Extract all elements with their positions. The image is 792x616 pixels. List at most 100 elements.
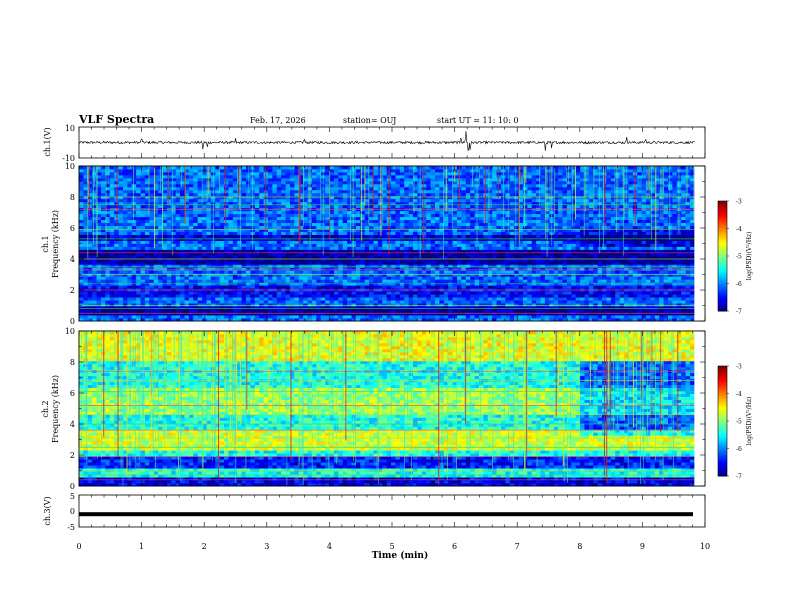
spec-cell: [364, 183, 370, 188]
spec-cell: [377, 186, 383, 191]
spec-cell: [364, 249, 370, 253]
spec-cell: [465, 309, 471, 313]
spec-cell: [294, 225, 300, 229]
spec-cell: [465, 246, 471, 250]
spec-cell: [483, 315, 489, 319]
spec-cell: [105, 318, 111, 322]
spec-cell: [382, 249, 388, 253]
spec-cell: [430, 312, 436, 316]
spec-cell: [153, 180, 159, 185]
spec-cell: [430, 270, 436, 274]
spec-cell: [122, 180, 128, 185]
spec-cell: [184, 318, 190, 322]
spec-cell: [360, 189, 366, 194]
spec-cell: [96, 198, 102, 203]
spec-cell: [193, 309, 199, 313]
spec-cell: [281, 240, 286, 244]
spec-cell: [465, 204, 471, 209]
spec-cell: [87, 267, 93, 271]
spec-cell: [285, 243, 291, 247]
spec-cell: [100, 186, 106, 191]
spec-cell: [430, 180, 436, 185]
spec-cell: [105, 177, 111, 182]
spec-cell: [224, 249, 229, 253]
spec-cell: [268, 264, 273, 268]
spec-cell: [355, 255, 361, 259]
spec-cell: [492, 192, 497, 197]
spec-cell: [87, 177, 93, 182]
spec-cell: [461, 186, 467, 191]
spec-cell: [289, 285, 295, 289]
spec-cell: [246, 309, 251, 313]
spec-cell: [333, 234, 339, 238]
spec-cell: [325, 174, 330, 179]
spec-cell: [131, 291, 137, 295]
spec-cell: [443, 246, 449, 250]
spec-cell: [452, 225, 458, 229]
spec-cell: [144, 246, 150, 250]
spec-cell: [136, 213, 141, 218]
spec-cell: [426, 273, 432, 277]
spec-cell: [404, 285, 410, 289]
spec-cell: [166, 246, 172, 250]
spec-cell: [452, 276, 458, 280]
spec-cell: [285, 312, 291, 316]
spec-cell: [166, 243, 172, 247]
spec-cell: [254, 174, 260, 179]
spec-cell: [496, 258, 502, 262]
spec-cell: [268, 195, 273, 200]
spec-cell: [465, 201, 471, 206]
spec-cell: [254, 177, 260, 182]
spec-cell: [448, 243, 454, 247]
spec-cell: [435, 300, 440, 304]
spec-cell: [285, 291, 291, 295]
spec-cell: [127, 246, 133, 250]
spec-cell: [254, 300, 260, 304]
spec-cell: [166, 210, 172, 215]
spec-cell: [338, 267, 344, 271]
spec-cell: [246, 222, 251, 227]
spec-cell: [188, 309, 194, 313]
spec-cell: [413, 267, 418, 271]
spec-cell: [487, 225, 493, 229]
spec-cell: [149, 315, 155, 319]
spec-cell: [224, 270, 229, 274]
spec-cell: [465, 222, 471, 227]
spec-cell: [294, 240, 300, 244]
spec-cell: [285, 246, 291, 250]
spec-cell: [87, 231, 93, 235]
spec-cell: [360, 303, 366, 307]
spec-cell: [272, 228, 278, 232]
spec-cell: [351, 228, 357, 232]
spec-cell: [430, 177, 436, 182]
spec-cell: [276, 171, 282, 176]
spec-cell: [364, 261, 370, 265]
spec-cell: [96, 318, 102, 322]
spec-cell: [219, 189, 225, 194]
spec-cell: [430, 216, 436, 221]
spec-cell: [369, 219, 374, 224]
spec-cell: [311, 261, 317, 265]
spec-cell: [175, 210, 181, 215]
spec-cell: [109, 219, 115, 224]
spec-cell: [87, 210, 93, 215]
spec-cell: [122, 166, 128, 170]
spec-cell: [153, 231, 159, 235]
spec-cell: [206, 192, 212, 197]
spec-cell: [232, 312, 238, 316]
spec-cell: [347, 225, 352, 229]
spec-cell: [224, 240, 229, 244]
spec-cell: [325, 261, 330, 265]
spec-cell: [246, 303, 251, 307]
spec-cell: [202, 306, 207, 310]
spec-cell: [487, 204, 493, 209]
spec-cell: [114, 219, 119, 224]
spec-cell: [492, 240, 497, 244]
spec-cell: [105, 261, 111, 265]
spec-cell: [448, 231, 454, 235]
spec-cell: [175, 174, 181, 179]
spec-cell: [470, 312, 475, 316]
spec-cell: [96, 258, 102, 262]
spec-cell: [202, 273, 207, 277]
spec-cell: [254, 309, 260, 313]
